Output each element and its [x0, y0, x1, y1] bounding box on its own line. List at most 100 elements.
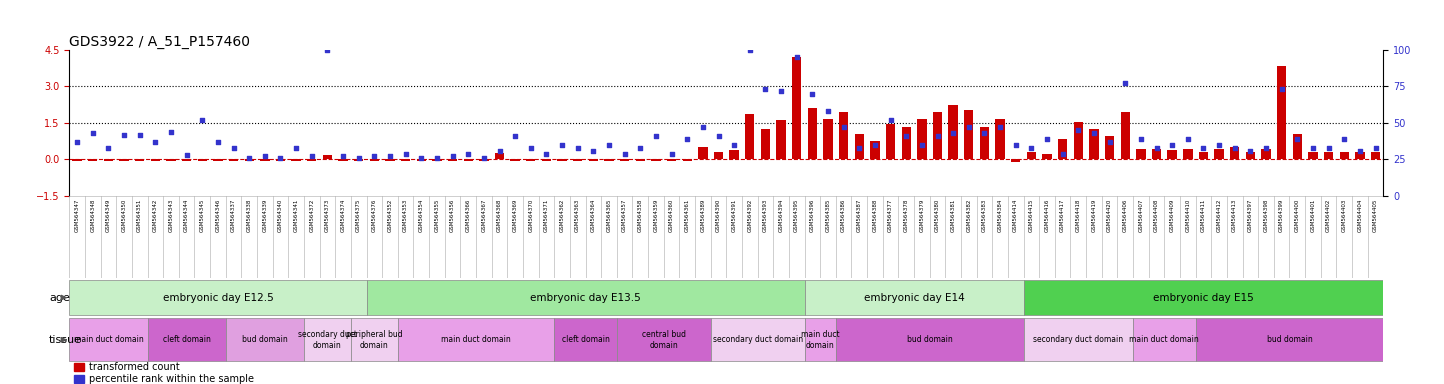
Point [81, 130, 104, 136]
FancyBboxPatch shape [69, 280, 367, 315]
Point [472, 155, 495, 161]
Point [1161, 142, 1184, 148]
Text: GSM564388: GSM564388 [872, 198, 878, 232]
Text: GSM564385: GSM564385 [826, 198, 830, 232]
Point [159, 129, 182, 135]
Point [129, 131, 152, 137]
Text: GSM564386: GSM564386 [842, 198, 846, 232]
FancyBboxPatch shape [836, 318, 1024, 361]
Text: GSM564405: GSM564405 [1373, 198, 1378, 232]
Bar [401, 159, 410, 161]
Bar [308, 159, 316, 161]
Text: GSM564346: GSM564346 [215, 198, 221, 232]
Text: GSM564359: GSM564359 [654, 198, 658, 232]
FancyBboxPatch shape [1024, 318, 1134, 361]
Bar [526, 159, 536, 161]
Text: bud domain: bud domain [1266, 335, 1313, 344]
Point [534, 151, 557, 157]
Point [941, 130, 965, 136]
Point [253, 153, 276, 159]
Bar [354, 159, 364, 161]
Text: GSM564349: GSM564349 [105, 198, 111, 232]
Text: GSM564367: GSM564367 [481, 198, 487, 232]
Point [144, 139, 168, 145]
Point [238, 155, 261, 161]
Bar [619, 159, 630, 161]
Text: GSM564392: GSM564392 [748, 198, 752, 232]
Bar [1152, 149, 1161, 159]
Point [1301, 145, 1324, 151]
Bar [1058, 139, 1067, 159]
Text: GDS3922 / A_51_P157460: GDS3922 / A_51_P157460 [69, 35, 250, 49]
Text: GSM564376: GSM564376 [373, 198, 377, 232]
Bar [1292, 134, 1302, 159]
Point [879, 117, 902, 123]
Bar [557, 159, 566, 161]
Bar [448, 159, 458, 161]
Bar [1105, 136, 1115, 159]
Text: GSM564387: GSM564387 [856, 198, 862, 232]
Text: GSM564407: GSM564407 [1138, 198, 1144, 232]
Text: GSM564374: GSM564374 [341, 198, 345, 232]
Bar [1276, 66, 1287, 159]
Point [754, 86, 777, 93]
Text: GSM564345: GSM564345 [199, 198, 205, 232]
Text: GSM564383: GSM564383 [982, 198, 986, 232]
Point [222, 145, 245, 151]
Point [504, 133, 527, 139]
Bar [855, 134, 864, 159]
Bar [1074, 122, 1083, 159]
Text: tissue: tissue [49, 335, 82, 345]
Text: main duct
domain: main duct domain [801, 330, 839, 349]
Bar [777, 121, 786, 159]
Text: GSM564343: GSM564343 [169, 198, 173, 232]
Text: cleft domain: cleft domain [163, 335, 211, 344]
Point [1271, 86, 1294, 93]
Bar [323, 155, 332, 159]
Point [1083, 130, 1106, 136]
Text: GSM564382: GSM564382 [966, 198, 972, 232]
Text: GSM564397: GSM564397 [1248, 198, 1253, 232]
Bar [479, 159, 488, 161]
Bar [1370, 152, 1380, 159]
Text: main duct domain: main duct domain [1129, 335, 1199, 344]
Bar [1246, 152, 1255, 159]
Point [191, 117, 214, 123]
Text: GSM564380: GSM564380 [936, 198, 940, 232]
Text: GSM564363: GSM564363 [575, 198, 580, 232]
FancyBboxPatch shape [225, 318, 303, 361]
Point [582, 147, 605, 154]
Point [848, 145, 871, 151]
Bar [136, 159, 144, 161]
Bar [605, 159, 614, 161]
Point [660, 151, 683, 157]
Bar [244, 159, 254, 161]
Text: GSM564402: GSM564402 [1326, 198, 1331, 232]
Point [628, 145, 651, 151]
Text: secondary duct domain: secondary duct domain [712, 335, 803, 344]
Text: GSM564417: GSM564417 [1060, 198, 1066, 232]
Text: GSM564341: GSM564341 [293, 198, 299, 232]
Bar [1168, 150, 1177, 159]
Point [1239, 147, 1262, 154]
FancyBboxPatch shape [554, 318, 617, 361]
FancyBboxPatch shape [303, 318, 351, 361]
Point [206, 139, 230, 145]
Text: GSM564409: GSM564409 [1170, 198, 1174, 232]
Bar [589, 159, 598, 161]
Text: bud domain: bud domain [243, 335, 287, 344]
Bar [292, 159, 300, 161]
Text: GSM564384: GSM564384 [998, 198, 1002, 232]
FancyBboxPatch shape [399, 318, 554, 361]
Point [816, 108, 839, 114]
Bar [745, 114, 754, 159]
Point [269, 155, 292, 161]
Point [1035, 136, 1058, 142]
Text: GSM564411: GSM564411 [1201, 198, 1206, 232]
Text: GSM564393: GSM564393 [762, 198, 768, 232]
Point [864, 142, 887, 148]
Point [973, 130, 996, 136]
Bar [949, 105, 957, 159]
Point [1365, 145, 1388, 151]
Bar [120, 159, 129, 161]
